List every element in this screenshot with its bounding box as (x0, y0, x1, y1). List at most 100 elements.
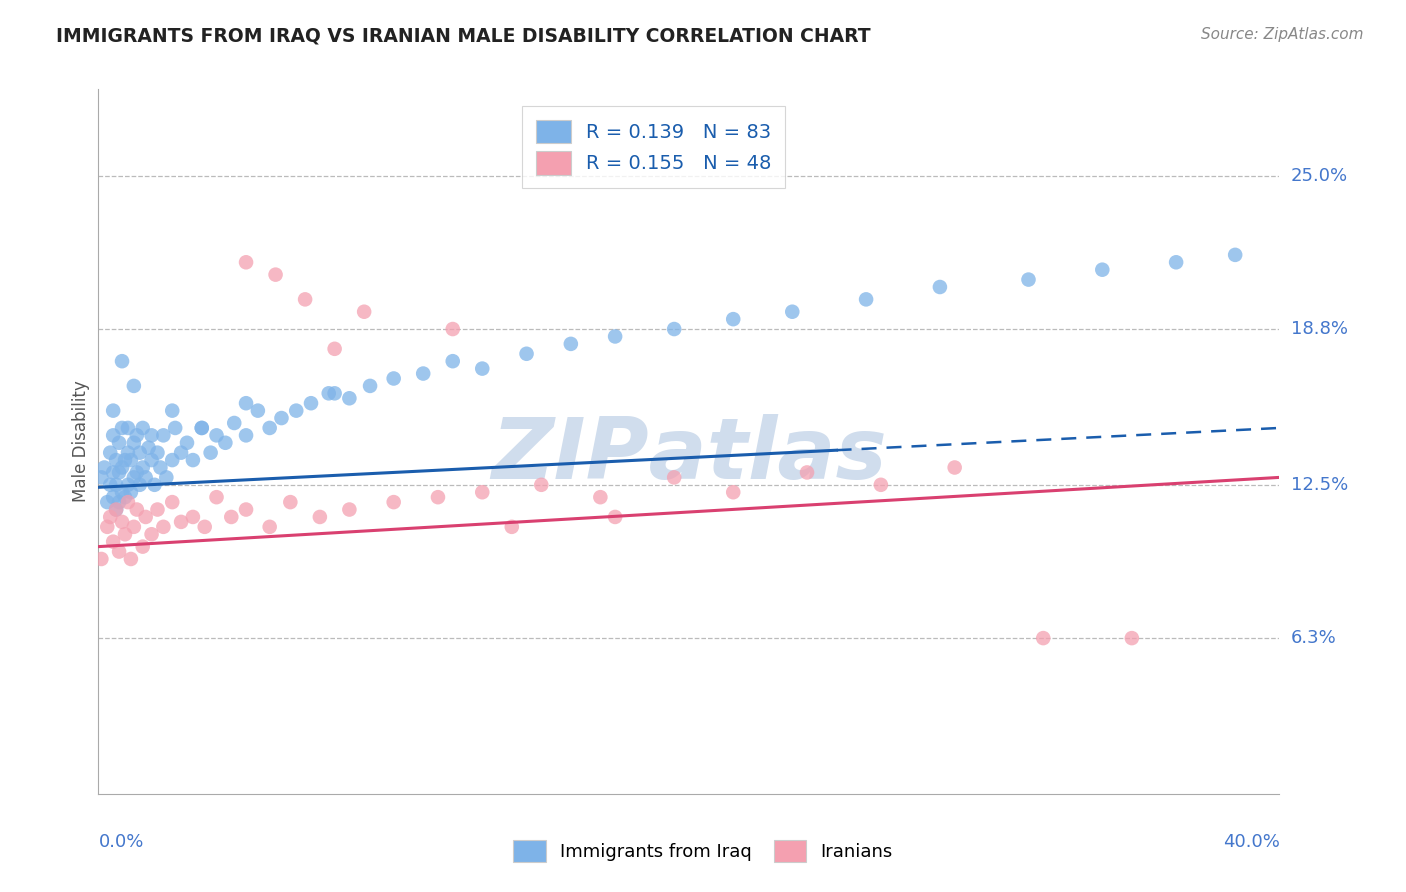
Point (162, 403, 183, 417)
Point (530, 478, 553, 492)
Point (108, 495, 131, 509)
Point (664, 470, 686, 484)
Point (117, 495, 139, 509)
Point (339, 391, 361, 405)
Text: 0.0%: 0.0% (98, 833, 143, 851)
Point (120, 485, 142, 500)
Point (353, 304, 375, 318)
Point (111, 354, 134, 368)
Point (103, 428, 125, 442)
Point (152, 428, 174, 442)
Point (224, 416, 246, 430)
Legend: Immigrants from Iraq, Iranians: Immigrants from Iraq, Iranians (506, 833, 900, 870)
Point (264, 268, 287, 282)
Point (114, 453, 136, 467)
Point (318, 386, 340, 401)
Point (471, 485, 494, 500)
Point (105, 502, 128, 516)
Point (929, 280, 952, 294)
Point (589, 490, 612, 504)
Point (1166, 255, 1188, 269)
Point (105, 502, 128, 516)
Point (200, 445, 222, 459)
Point (111, 460, 134, 475)
Point (90, 552, 112, 566)
Point (471, 361, 494, 376)
Point (114, 490, 136, 504)
Point (1018, 272, 1040, 286)
Point (103, 403, 125, 417)
Point (135, 470, 157, 484)
Point (117, 445, 139, 459)
Point (117, 421, 139, 435)
Point (441, 354, 464, 368)
Point (122, 520, 145, 534)
Point (96, 495, 118, 509)
Point (214, 435, 236, 450)
Point (191, 421, 214, 435)
Text: 12.5%: 12.5% (1291, 475, 1348, 494)
Point (111, 485, 134, 500)
Point (382, 371, 405, 385)
Point (132, 421, 155, 435)
Point (149, 460, 172, 475)
Point (723, 312, 745, 326)
Point (285, 403, 308, 417)
Point (270, 411, 292, 425)
Point (98, 445, 121, 459)
Point (205, 428, 228, 442)
Point (170, 445, 193, 459)
Point (125, 428, 148, 442)
Point (194, 520, 217, 534)
Legend: R = 0.139   N = 83, R = 0.155   N = 48: R = 0.139 N = 83, R = 0.155 N = 48 (522, 106, 785, 188)
Point (723, 485, 745, 500)
Point (98, 478, 121, 492)
Point (108, 544, 131, 558)
Point (259, 520, 281, 534)
Point (105, 478, 128, 492)
Point (138, 441, 160, 455)
Text: IMMIGRANTS FROM IRAQ VS IRANIAN MALE DISABILITY CORRELATION CHART: IMMIGRANTS FROM IRAQ VS IRANIAN MALE DIS… (56, 27, 870, 45)
Point (235, 428, 257, 442)
Point (855, 293, 877, 307)
Point (108, 435, 131, 450)
Point (98, 510, 121, 524)
Point (309, 510, 332, 524)
Point (128, 445, 150, 459)
Point (120, 453, 142, 467)
Point (191, 421, 214, 435)
Point (90, 470, 112, 484)
Point (235, 396, 257, 410)
Point (412, 367, 434, 381)
Point (141, 453, 163, 467)
Point (162, 495, 183, 509)
Point (359, 379, 381, 393)
Y-axis label: Male Disability: Male Disability (72, 381, 90, 502)
Point (280, 495, 302, 509)
Point (105, 453, 128, 467)
Point (132, 460, 155, 475)
Point (299, 396, 322, 410)
Point (323, 386, 346, 401)
Point (152, 520, 174, 534)
Point (943, 460, 966, 475)
Point (259, 421, 281, 435)
Point (323, 342, 346, 356)
Point (103, 534, 125, 549)
Point (1121, 631, 1143, 645)
Point (339, 502, 361, 516)
Point (143, 478, 166, 492)
Point (501, 520, 523, 534)
Point (103, 466, 125, 480)
Point (1091, 262, 1114, 277)
Point (176, 435, 198, 450)
Point (170, 515, 193, 529)
Point (125, 502, 148, 516)
Text: 25.0%: 25.0% (1291, 167, 1348, 185)
Point (1032, 631, 1054, 645)
Point (132, 540, 155, 554)
Point (111, 421, 134, 435)
Text: 18.8%: 18.8% (1291, 320, 1347, 338)
Point (294, 293, 316, 307)
Text: 6.3%: 6.3% (1291, 629, 1336, 647)
